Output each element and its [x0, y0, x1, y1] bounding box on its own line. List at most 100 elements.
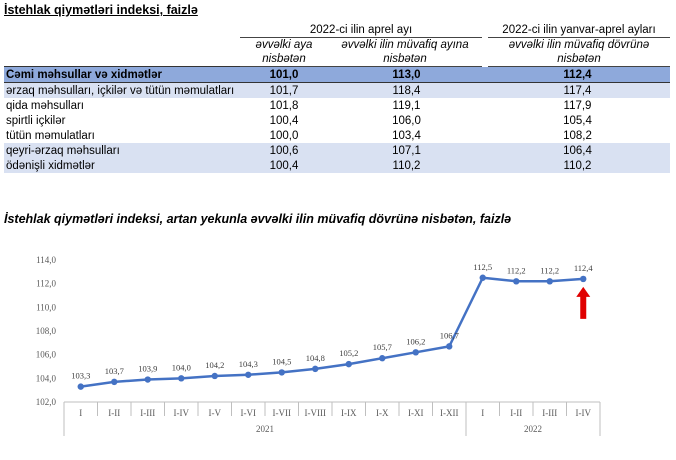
data-point [278, 369, 285, 376]
x-tick-label: I [79, 408, 82, 418]
header-period-2: 2022-ci ilin yanvar-aprel ayları [485, 22, 670, 38]
data-point [379, 355, 386, 362]
data-label: 112,2 [540, 265, 559, 275]
cell-value: 112,4 [485, 66, 670, 83]
table-title: İstehlak qiymətləri indeksi, faizlə [4, 3, 198, 17]
table-row: ödənişli xidmətlər 100,4 110,2 110,2 [4, 158, 670, 173]
data-label: 103,3 [71, 371, 90, 381]
group-label: 2022 [524, 424, 542, 434]
cell-value: 118,4 [328, 82, 485, 98]
group-label: 2021 [256, 424, 274, 434]
data-label: 106,2 [406, 336, 425, 346]
row-label: qeyri-ərzaq məhsulları [4, 143, 240, 158]
x-tick-label: I-IV [174, 408, 190, 418]
x-tick-label: I-IV [576, 408, 592, 418]
row-label: spirtli içkilər [4, 113, 240, 128]
data-label: 112,4 [574, 263, 594, 273]
cell-value: 107,1 [328, 143, 485, 158]
x-tick-label: I-VIII [305, 408, 327, 418]
cell-value: 108,2 [485, 128, 670, 143]
data-point [178, 375, 185, 382]
data-point [345, 360, 352, 368]
data-point [312, 365, 319, 373]
x-tick-label: I-X [376, 408, 389, 418]
table-row: tütün məmulatları 100,0 103,4 108,2 [4, 128, 670, 143]
data-label: 112,2 [507, 265, 526, 275]
cell-value: 119,1 [328, 98, 485, 113]
data-point [546, 278, 553, 285]
cell-value: 100,0 [240, 128, 328, 143]
cpi-line-chart: 102,0 104,0 106,0 108,0 110,0 112,0 114,0 I I-II… [36, 255, 601, 436]
x-tick-label: I-XII [440, 408, 459, 418]
cpi-table: 2022-ci ilin aprel ayı 2022-ci ilin yanv… [4, 22, 670, 173]
data-label: 104,2 [205, 360, 224, 370]
cell-value: 101,7 [240, 82, 328, 98]
x-tick-label: I [481, 408, 484, 418]
cell-value: 103,4 [328, 128, 485, 143]
data-point [412, 349, 419, 356]
x-tick-label: I-II [108, 408, 120, 418]
data-point [479, 274, 486, 281]
data-label: 104,3 [239, 359, 258, 369]
y-tick-label: 104,0 [36, 373, 57, 383]
x-tick-label: I-V [209, 408, 222, 418]
y-tick-label: 114,0 [36, 255, 56, 265]
x-tick-label: I-III [140, 408, 155, 418]
table-row: qeyri-ərzaq məhsulları 100,6 107,1 106,4 [4, 143, 670, 158]
header-sub-2: əvvəlki ilin müvafiq ayına nisbətən [328, 37, 488, 67]
y-tick-label: 108,0 [36, 326, 57, 336]
data-label: 105,2 [339, 348, 358, 358]
data-point [211, 372, 218, 380]
x-tick-label: I-IX [341, 408, 357, 418]
data-label: 104,8 [306, 353, 325, 363]
header-sub-3: əvvəlki ilin müvafiq dövrünə nisbətən [485, 37, 670, 67]
row-label: qida məhsulları [4, 98, 240, 113]
data-point [144, 376, 151, 383]
row-label: ərzaq məhsulları, içkilər və tütün məmul… [4, 82, 240, 98]
cell-value: 101,8 [240, 98, 328, 113]
table-row: ərzaq məhsulları, içkilər və tütün məmul… [4, 82, 670, 98]
data-point [513, 278, 520, 285]
cell-value: 100,4 [240, 113, 328, 128]
y-tick-label: 110,0 [36, 302, 56, 312]
data-label: 105,7 [373, 342, 392, 352]
cell-value: 101,0 [240, 66, 328, 83]
cell-value: 106,0 [328, 113, 485, 128]
data-point [111, 378, 118, 386]
data-label: 112,5 [473, 262, 492, 272]
data-label: 103,7 [105, 366, 124, 376]
row-label: Cəmi məhsullar və xidmətlər [4, 66, 240, 83]
y-tick-label: 106,0 [36, 350, 57, 360]
chart-title: İstehlak qiymətləri indeksi, artan yekun… [4, 212, 512, 226]
table-row: spirtli içkilər 100,4 106,0 105,4 [4, 113, 670, 128]
row-label: ödənişli xidmətlər [4, 158, 240, 173]
row-label: tütün məmulatları [4, 128, 240, 143]
data-point [77, 383, 84, 390]
data-label: 104,0 [172, 362, 191, 372]
cell-value: 100,4 [240, 158, 328, 173]
x-tick-label: I-III [542, 408, 557, 418]
series-line [80, 276, 584, 388]
y-tick-label: 112,0 [36, 279, 56, 289]
header-sub-1: əvvəlki aya nisbətən [240, 37, 328, 67]
y-tick-label: 102,0 [36, 397, 57, 407]
cell-value: 117,9 [485, 98, 670, 113]
cell-value: 106,4 [485, 143, 670, 158]
x-tick-label: I-II [510, 408, 522, 418]
x-tick-label: I-XI [408, 408, 424, 418]
cell-value: 110,2 [485, 158, 670, 173]
x-tick-label: I-VII [273, 408, 292, 418]
data-label: 106,7 [440, 330, 459, 340]
data-point [245, 371, 252, 378]
cell-value: 105,4 [485, 113, 670, 128]
data-point [580, 275, 587, 283]
cell-value: 117,4 [485, 82, 670, 98]
data-label: 103,9 [138, 364, 157, 374]
data-label: 104,5 [272, 356, 291, 366]
cell-value: 100,6 [240, 143, 328, 158]
header-period-1: 2022-ci ilin aprel ayı [240, 22, 488, 38]
cell-value: 110,2 [328, 158, 485, 173]
cell-value: 113,0 [328, 66, 485, 83]
x-tick-label: I-VI [241, 408, 257, 418]
red-arrow-icon [576, 286, 591, 319]
